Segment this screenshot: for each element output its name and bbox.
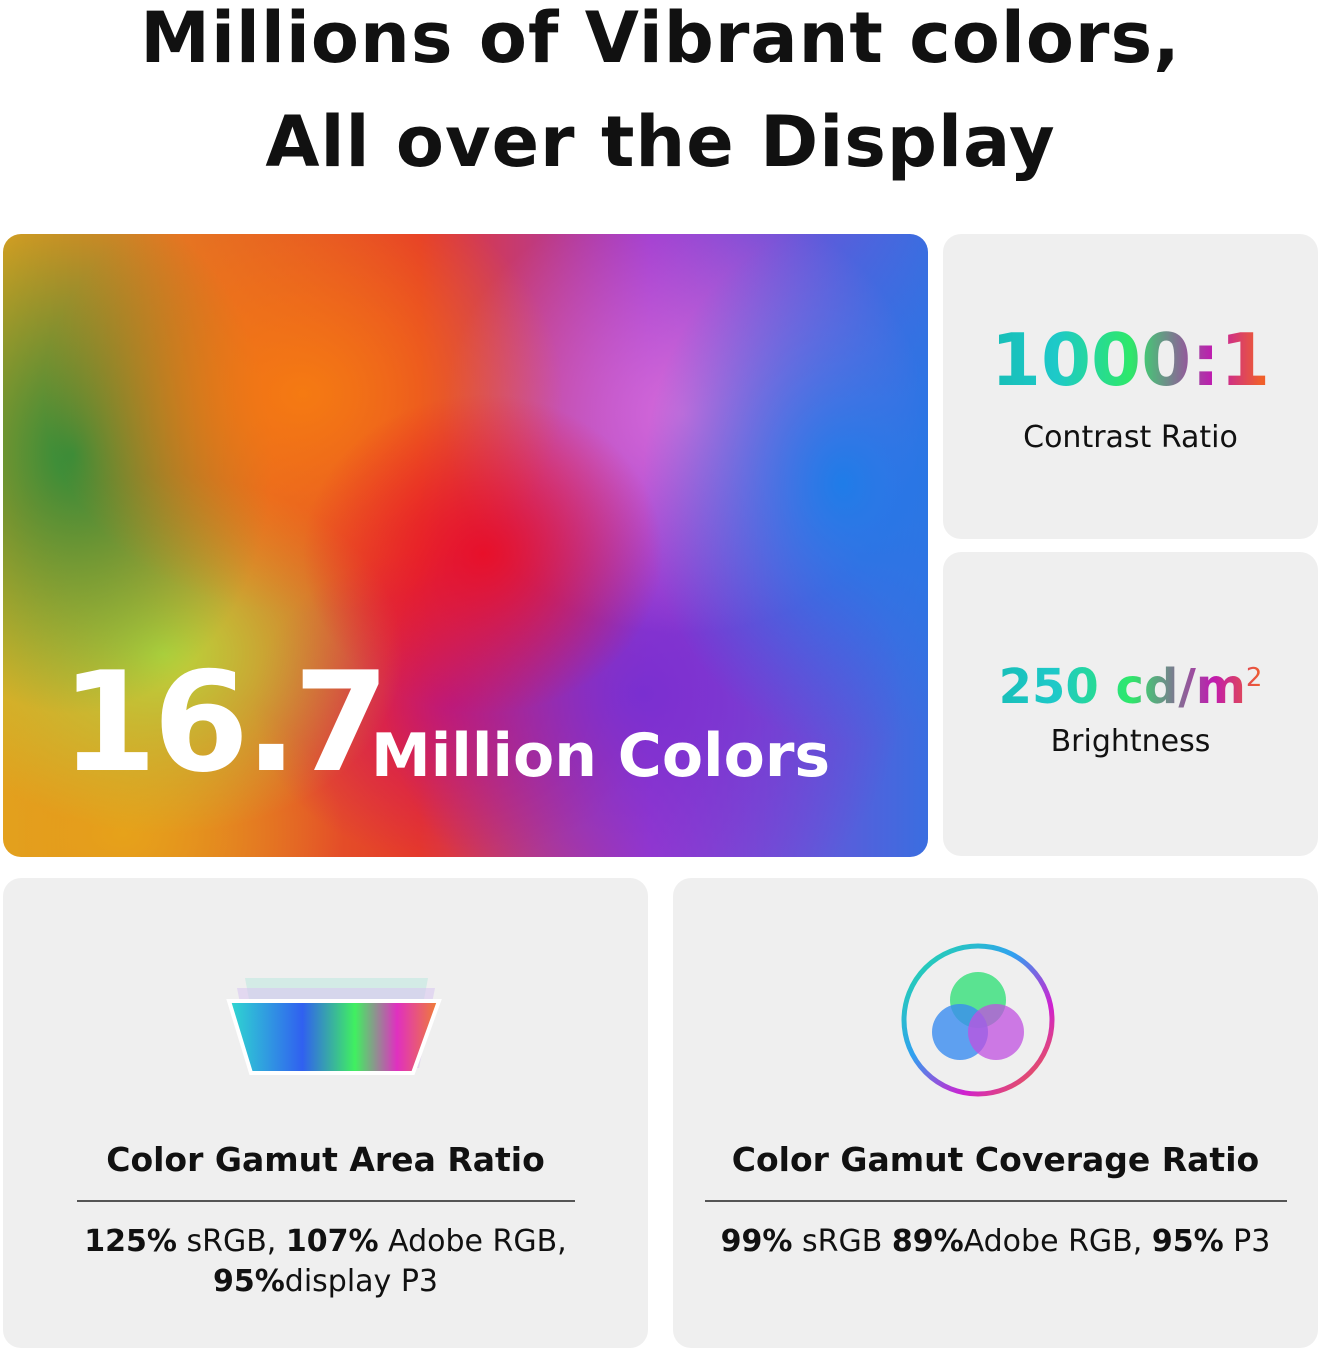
hero-number: 16.7 xyxy=(61,642,389,803)
spec-value: 99% xyxy=(720,1224,793,1259)
contrast-value: 1000:1 xyxy=(943,320,1318,400)
layered-gamut-screen-icon xyxy=(226,978,442,1075)
spec-name: display P3 xyxy=(284,1264,439,1299)
brightness-number: 250 cd/m xyxy=(998,659,1246,715)
spec-value: 125% xyxy=(84,1224,177,1259)
contrast-card: 1000:1 Contrast Ratio xyxy=(943,234,1318,539)
headline-line-2: All over the Display xyxy=(265,101,1056,183)
gamut-area-divider xyxy=(77,1200,575,1202)
brightness-superscript: 2 xyxy=(1245,663,1263,693)
gamut-coverage-title: Color Gamut Coverage Ratio xyxy=(731,1140,1260,1179)
gamut-area-spec-line-1: 125% sRGB, 107% Adobe RGB, xyxy=(3,1222,648,1262)
gamut-coverage-specs: 99% sRGB 89%Adobe RGB, 95% P3 xyxy=(673,1222,1318,1262)
spec-value: 107% xyxy=(285,1224,379,1259)
spec-value: 89% xyxy=(891,1224,964,1259)
hero-label: Million Colors xyxy=(371,721,831,791)
gamut-area-title: Color Gamut Area Ratio xyxy=(106,1140,545,1179)
contrast-label: Contrast Ratio xyxy=(1023,420,1238,455)
gamut-area-spec-line-2: 95%display P3 xyxy=(3,1262,648,1302)
gamut-coverage-card: Color Gamut Coverage Ratio 99% sRGB 89%A… xyxy=(673,878,1318,1348)
spec-name: sRGB xyxy=(792,1224,892,1259)
gamut-area-card: Color Gamut Area Ratio 125% sRGB, 107% A… xyxy=(3,878,648,1348)
brightness-value: 250 cd/m2 xyxy=(943,648,1318,717)
spec-name: Adobe RGB, xyxy=(963,1224,1152,1259)
brightness-card: 250 cd/m2 Brightness xyxy=(943,552,1318,856)
spec-value: 95% xyxy=(1151,1224,1224,1259)
gamut-coverage-divider xyxy=(705,1200,1287,1202)
spec-value: 95% xyxy=(212,1264,285,1299)
rgb-venn-ring-icon xyxy=(901,943,1055,1097)
gamut-area-specs: 125% sRGB, 107% Adobe RGB, 95%display P3 xyxy=(3,1222,648,1302)
gamut-coverage-spec-line-1: 99% sRGB 89%Adobe RGB, 95% P3 xyxy=(673,1222,1318,1262)
spec-name: Adobe RGB, xyxy=(378,1224,567,1259)
brightness-label: Brightness xyxy=(1050,724,1211,759)
spec-name: P3 xyxy=(1223,1224,1271,1259)
headline-line-1: Millions of Vibrant colors, xyxy=(140,0,1181,79)
spec-name: sRGB, xyxy=(176,1224,286,1259)
headline: Millions of Vibrant colors, All over the… xyxy=(0,0,1321,194)
hero-color-image: 16.7 Million Colors xyxy=(3,234,928,857)
